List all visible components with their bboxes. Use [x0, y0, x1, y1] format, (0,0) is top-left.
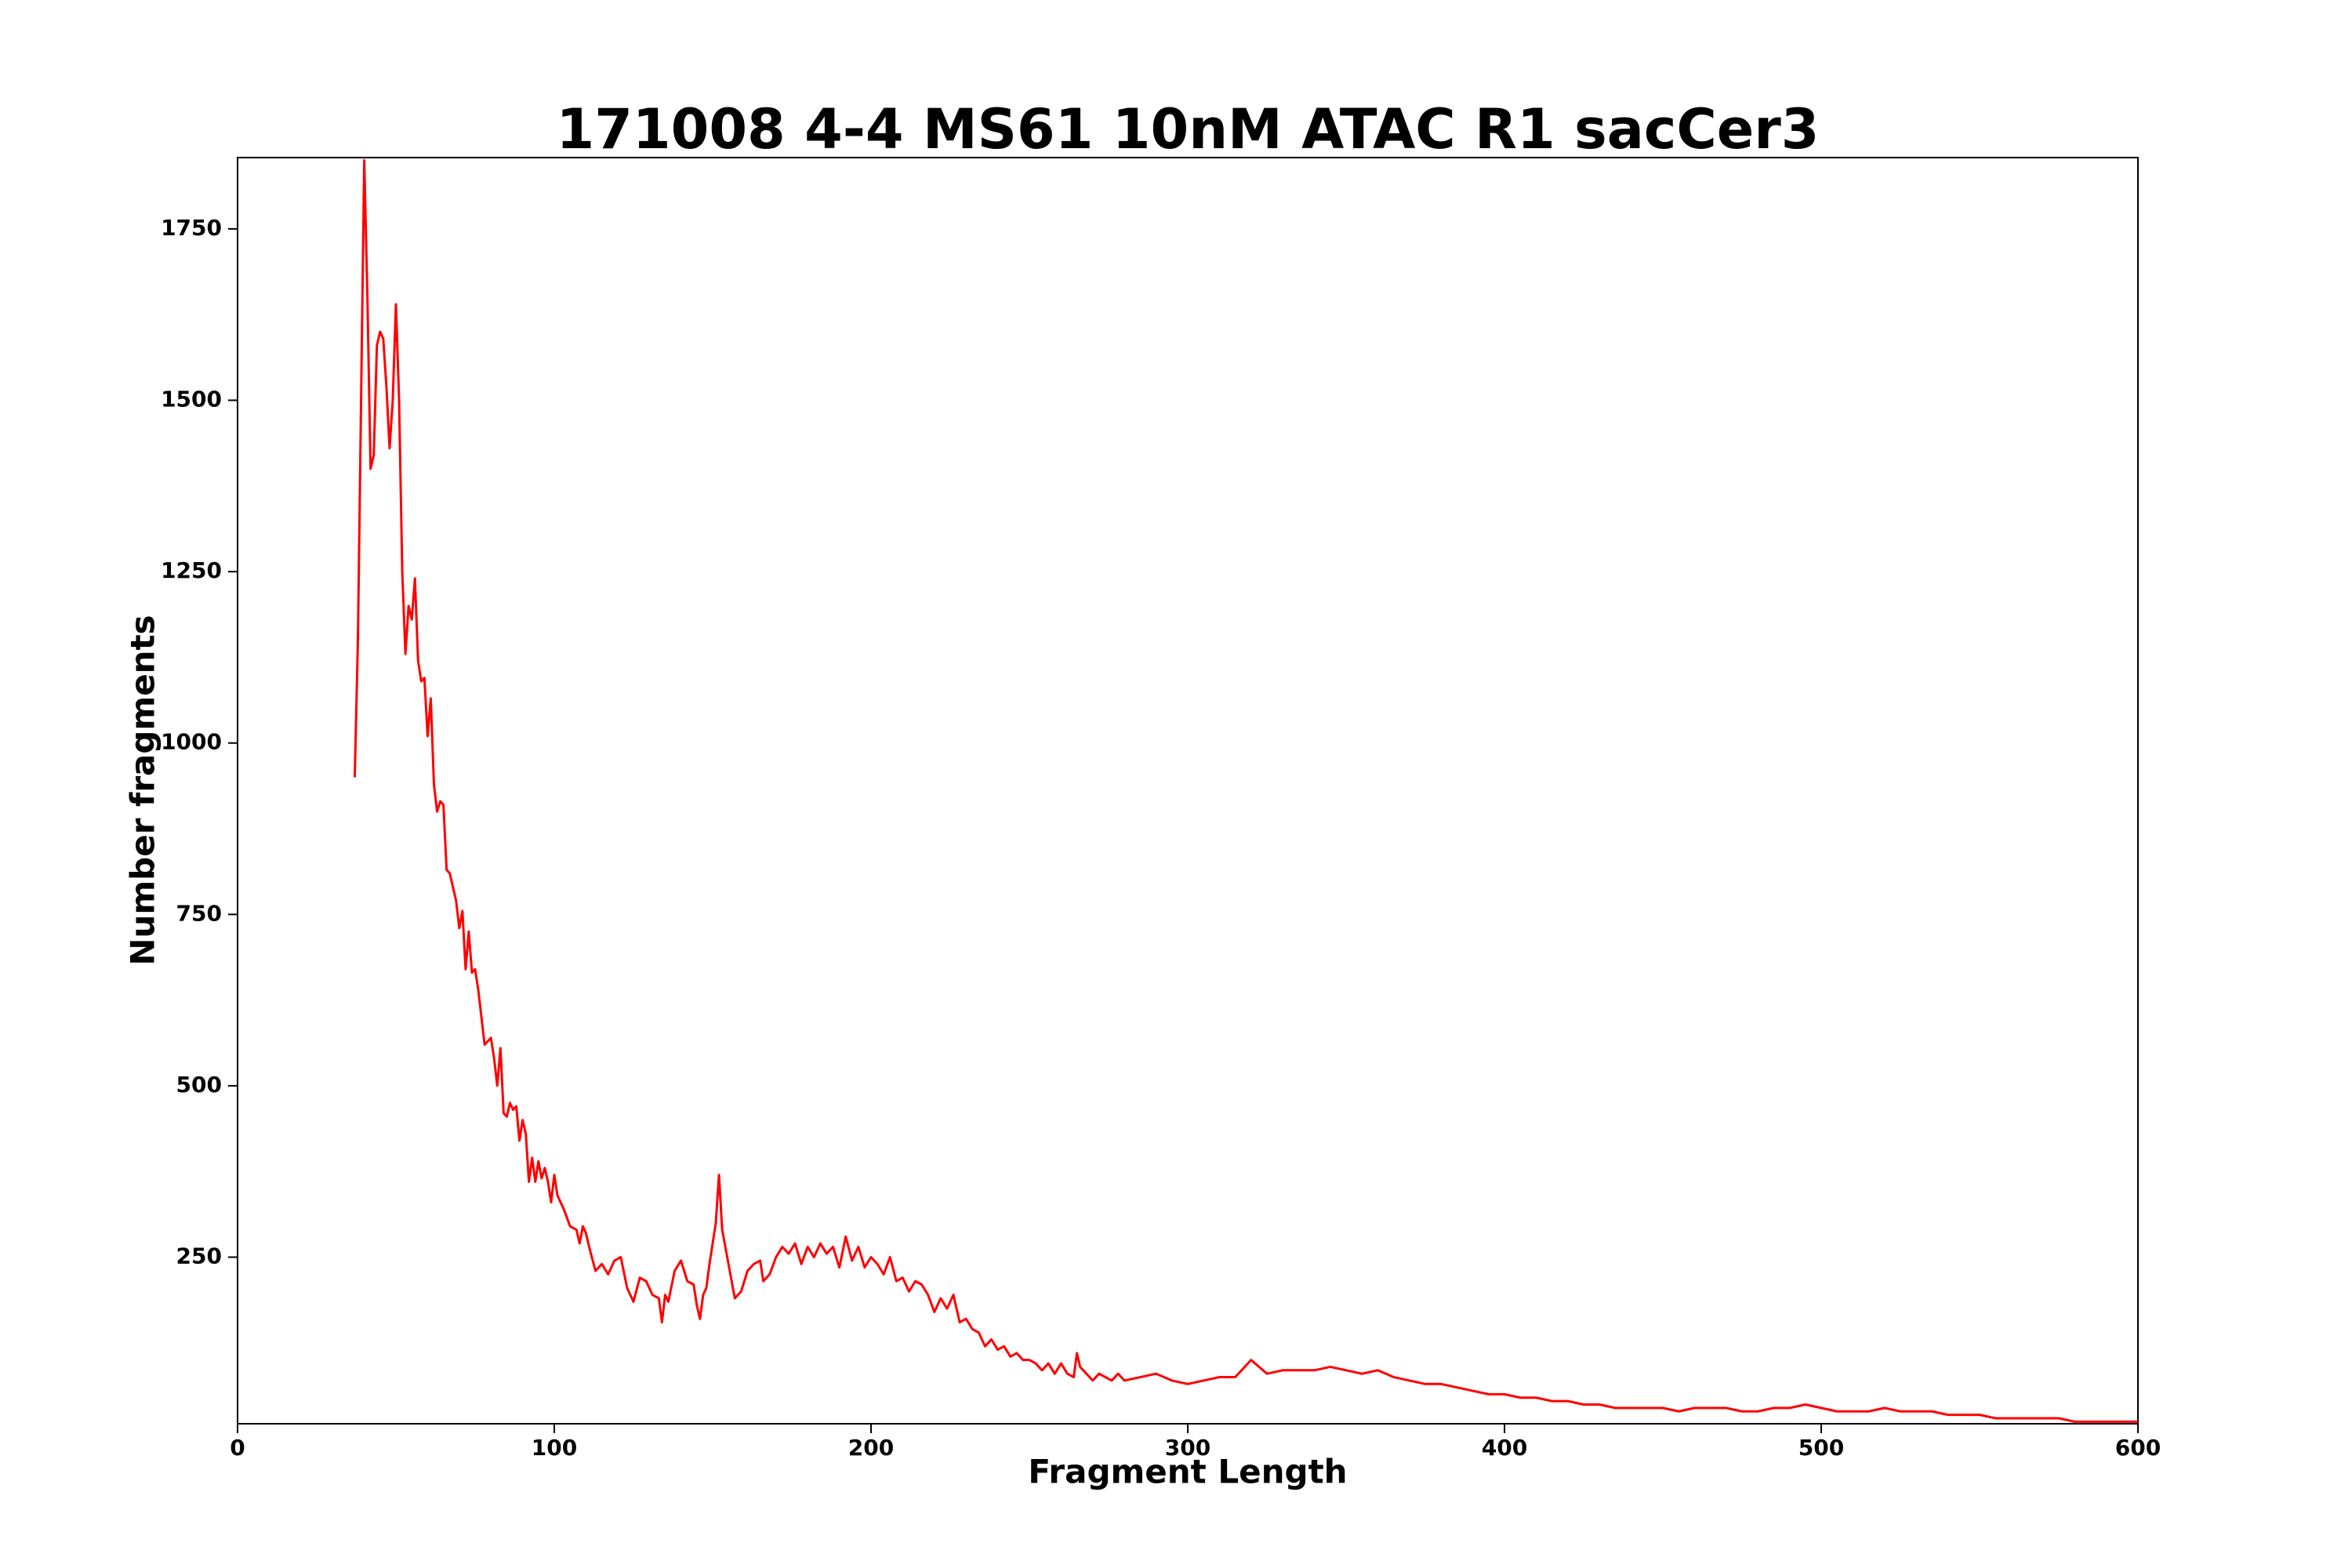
x-tick-label: 500	[1798, 1435, 1844, 1461]
x-tick-label: 0	[230, 1435, 245, 1461]
data-line	[353, 158, 2138, 1423]
x-axis-label: Fragment Length	[1028, 1453, 1347, 1491]
y-axis-label: Number fragments	[124, 615, 162, 965]
y-tick-label: 1250	[161, 557, 222, 583]
y-tick-label: 1750	[161, 215, 222, 241]
y-tick-label: 1000	[161, 729, 222, 755]
y-tick-label: 1500	[161, 387, 222, 412]
y-tick-label: 500	[176, 1072, 222, 1098]
x-tick-label: 600	[2115, 1435, 2161, 1461]
plot-frame	[237, 157, 2139, 1425]
x-tick-label: 100	[532, 1435, 577, 1461]
y-tick-label: 250	[176, 1243, 222, 1269]
x-tick-label: 200	[848, 1435, 894, 1461]
y-tick-label: 750	[176, 900, 222, 926]
x-tick-label: 400	[1482, 1435, 1527, 1461]
x-tick-label: 300	[1165, 1435, 1210, 1461]
chart-title: 171008 4-4 MS61 10nM ATAC R1 sacCer3	[557, 97, 1820, 162]
